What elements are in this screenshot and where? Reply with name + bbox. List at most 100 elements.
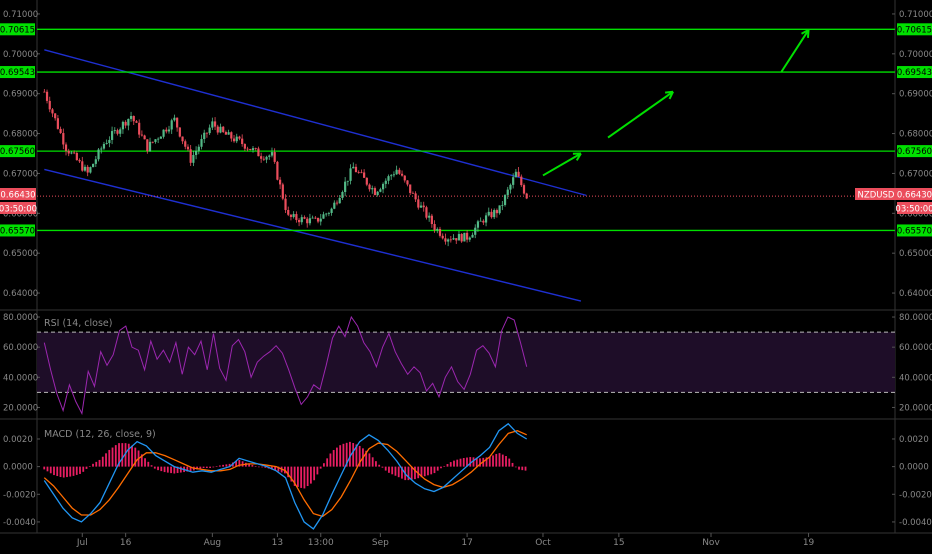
level-label-right-2: 0.67560 (897, 147, 932, 157)
macd-histogram-bar (336, 448, 338, 467)
candle-body (219, 127, 221, 133)
macd-histogram-bar (508, 459, 510, 467)
candle-body (420, 206, 422, 208)
macd-histogram-bar (489, 457, 491, 467)
candle-body (501, 205, 503, 206)
candle-body (268, 156, 270, 157)
candle-body (355, 167, 357, 172)
x-tick-label-3: 13 (272, 538, 283, 548)
macd-tick-label-right-1: 0.0000 (899, 463, 929, 473)
candle-body (81, 161, 83, 170)
macd-histogram-bar (398, 467, 400, 478)
x-tick-label-8: 15 (613, 538, 624, 548)
candle-body (515, 172, 517, 177)
candle-body (406, 180, 408, 184)
x-tick-label-0: Jul (76, 538, 88, 548)
candle-body (339, 198, 341, 203)
macd-histogram-bar (300, 467, 302, 488)
candle-body (206, 133, 208, 134)
candle-body (146, 139, 148, 151)
candle-body (433, 224, 435, 230)
macd-histogram-bar (502, 455, 504, 467)
candle-body (444, 238, 446, 241)
macd-histogram-bar (261, 467, 263, 468)
macd-histogram-bar (372, 457, 374, 466)
macd-histogram-bar (307, 467, 309, 486)
macd-histogram-bar (443, 466, 445, 467)
macd-title: MACD (12, 26, close, 9) (44, 429, 156, 440)
candle-body (371, 188, 373, 189)
candle-body (179, 127, 181, 136)
candle-body (504, 195, 506, 205)
macd-histogram-bar (147, 462, 149, 467)
candle-body (358, 172, 360, 173)
candle-body (252, 148, 254, 150)
candle-body (485, 215, 487, 222)
macd-histogram-bar (495, 454, 497, 467)
macd-histogram-bar (251, 465, 253, 467)
candle-body (78, 160, 80, 161)
candle-body (195, 151, 197, 155)
candle-body (51, 109, 53, 113)
macd-histogram-bar (170, 467, 172, 473)
candle-body (325, 214, 327, 215)
macd-histogram-bar (92, 464, 94, 467)
macd-histogram-bar (115, 445, 117, 467)
candle-body (328, 213, 330, 214)
candle-body (417, 199, 419, 207)
candle-body (404, 176, 406, 181)
macd-histogram-bar (56, 467, 58, 476)
candle-body (303, 217, 305, 219)
rsi-tick-label-left-0: 80.0000 (3, 313, 38, 323)
candle-body (480, 221, 482, 222)
macd-histogram-bar (209, 467, 211, 468)
candle-body (68, 151, 70, 154)
macd-histogram-bar (199, 467, 201, 469)
candle-body (349, 168, 351, 180)
candle-body (73, 152, 75, 153)
candle-body (119, 129, 121, 133)
candle-body (461, 234, 463, 241)
candle-body (279, 180, 281, 185)
macd-histogram-bar (333, 450, 335, 467)
candle-body (477, 221, 479, 227)
macd-histogram-bar (89, 466, 91, 467)
candle-body (499, 205, 501, 213)
macd-tick-label-left-1: 0.0000 (3, 463, 33, 473)
candle-body (76, 153, 78, 160)
macd-histogram-bar (121, 443, 123, 467)
macd-tick-label-right-3: -0.0040 (899, 518, 932, 528)
candle-body (469, 238, 471, 240)
macd-histogram-bar (131, 446, 133, 467)
candle-body (509, 185, 511, 190)
macd-histogram-bar (463, 458, 465, 467)
candle-body (390, 175, 392, 176)
candle-body (249, 149, 251, 150)
level-label-left-2: 0.67560 (0, 147, 35, 157)
rsi-tick-label-right-2: 40.0000 (899, 373, 932, 383)
candle-body (330, 209, 332, 213)
candle-body (306, 219, 308, 224)
macd-histogram-bar (456, 460, 458, 467)
macd-histogram-bar (173, 467, 175, 474)
candle-body (162, 130, 164, 137)
candle-body (187, 147, 189, 150)
macd-histogram-bar (95, 462, 97, 467)
candle-body (233, 139, 235, 142)
candle-body (412, 193, 414, 194)
candle-body (165, 130, 167, 132)
macd-histogram-bar (255, 466, 257, 467)
candle-body (488, 212, 490, 215)
macd-histogram-bar (391, 467, 393, 475)
candle-body (271, 152, 273, 155)
countdown-label-left: 03:50:00 (0, 205, 37, 215)
candle-body (95, 159, 97, 164)
candle-body (493, 210, 495, 217)
macd-histogram-bar (63, 467, 65, 478)
price-tick-label-right-6: 0.65000 (899, 249, 932, 259)
candle-body (301, 217, 303, 222)
macd-histogram-bar (154, 467, 156, 469)
current-price-badge-right: 0.66430 (897, 188, 932, 201)
